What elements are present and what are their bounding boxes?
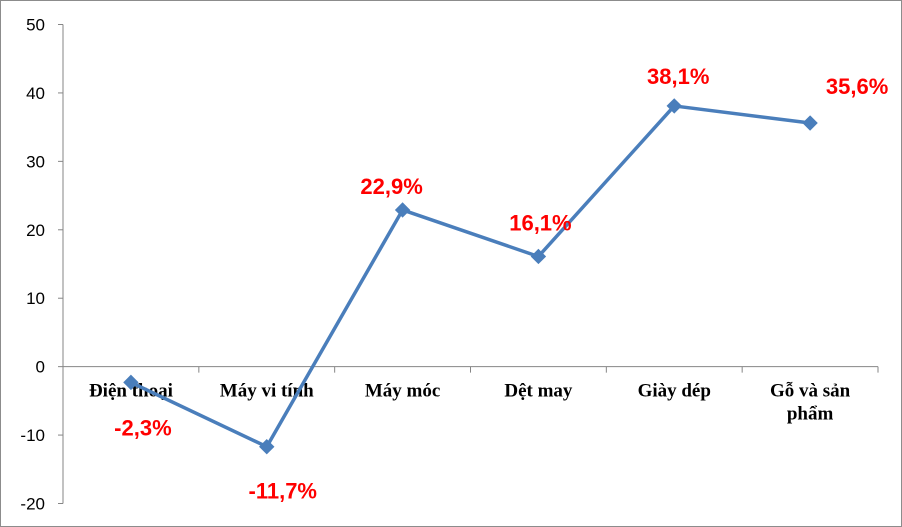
data-point-marker bbox=[394, 202, 411, 218]
y-tick-label: -10 bbox=[20, 426, 45, 445]
data-label: -2,3% bbox=[114, 415, 171, 440]
y-tick-label: 30 bbox=[26, 152, 45, 171]
data-point-marker bbox=[259, 438, 275, 455]
x-category-label: Dệt may bbox=[504, 381, 573, 402]
series-line bbox=[130, 104, 811, 449]
y-tick-label: 40 bbox=[26, 84, 45, 103]
data-point-marker bbox=[802, 115, 818, 131]
data-point-marker bbox=[123, 374, 139, 391]
data-label: -11,7% bbox=[249, 479, 318, 504]
x-category-label: Máy móc bbox=[365, 381, 440, 402]
data-label: 22,9% bbox=[360, 174, 422, 199]
data-point-marker bbox=[530, 248, 547, 265]
data-label: 35,6% bbox=[826, 74, 888, 99]
x-category-label: Gỗ và sản bbox=[770, 381, 851, 402]
y-tick-label: 20 bbox=[26, 221, 45, 240]
x-category-label: phẩm bbox=[787, 404, 834, 425]
y-tick-label: 10 bbox=[26, 289, 45, 308]
data-point-marker bbox=[666, 98, 682, 114]
x-category-label: Giày dép bbox=[638, 381, 711, 402]
y-tick-label: 50 bbox=[26, 16, 45, 35]
x-category-label: Máy vi tính bbox=[220, 381, 314, 402]
x-category-label: Điện thoại bbox=[89, 381, 173, 402]
data-label: 16,1% bbox=[509, 210, 571, 235]
y-tick-label: -20 bbox=[20, 495, 45, 514]
data-label: 38,1% bbox=[647, 64, 709, 89]
y-tick-label: 0 bbox=[36, 358, 45, 377]
